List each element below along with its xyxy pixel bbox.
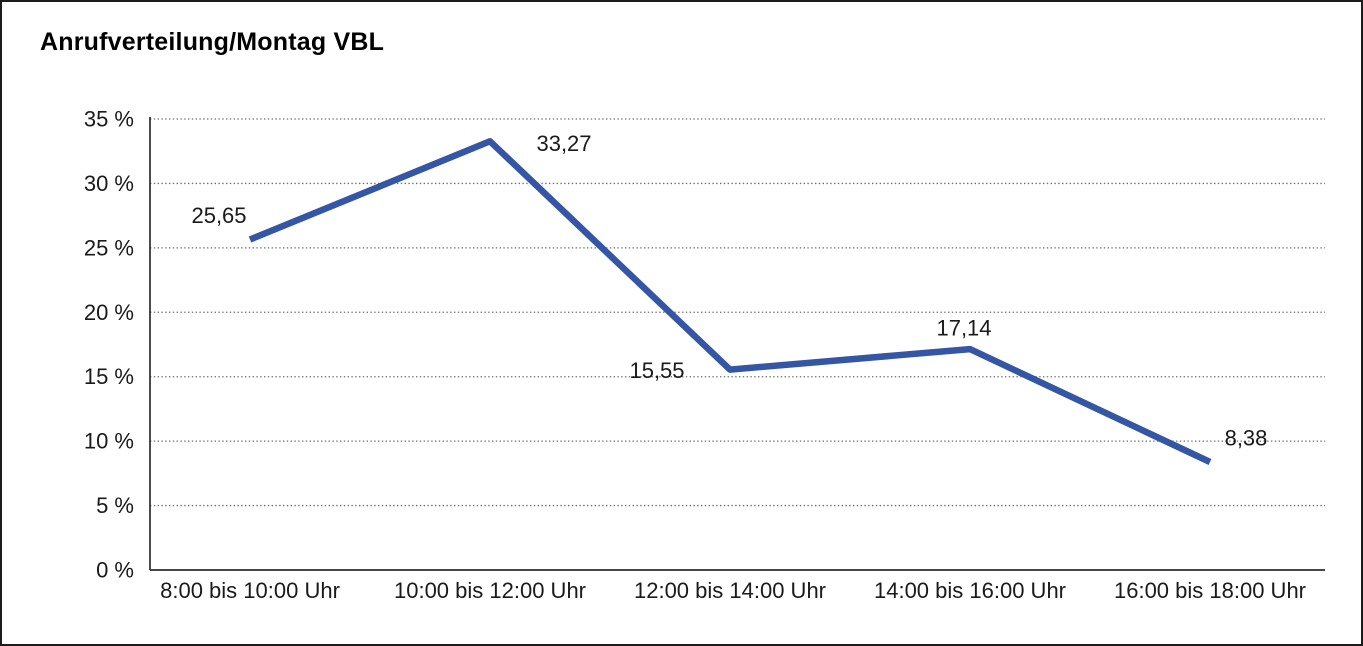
data-point-label: 25,65 [191,203,246,228]
x-category-label: 14:00 bis 16:00 Uhr [874,578,1066,603]
y-tick-label: 20 % [84,300,134,325]
y-tick-label: 30 % [84,171,134,196]
y-tick-label: 10 % [84,429,134,454]
data-point-label: 15,55 [629,358,684,383]
y-tick-label: 5 % [96,493,134,518]
y-tick-label: 25 % [84,235,134,260]
series-line [248,138,1212,465]
y-tick-label: 0 % [96,558,134,583]
x-category-label: 16:00 bis 18:00 Uhr [1114,578,1306,603]
chart-title: Anrufverteilung/Montag VBL [40,28,385,56]
data-point-label: 8,38 [1225,426,1268,451]
data-point-label: 33,27 [536,131,591,156]
x-category-label: 12:00 bis 14:00 Uhr [634,578,826,603]
x-category-label: 8:00 bis 10:00 Uhr [160,578,340,603]
x-category-label: 10:00 bis 12:00 Uhr [394,578,586,603]
y-tick-label: 15 % [84,364,134,389]
y-tick-label: 35 % [84,107,134,132]
data-point-label: 17,14 [936,316,991,341]
